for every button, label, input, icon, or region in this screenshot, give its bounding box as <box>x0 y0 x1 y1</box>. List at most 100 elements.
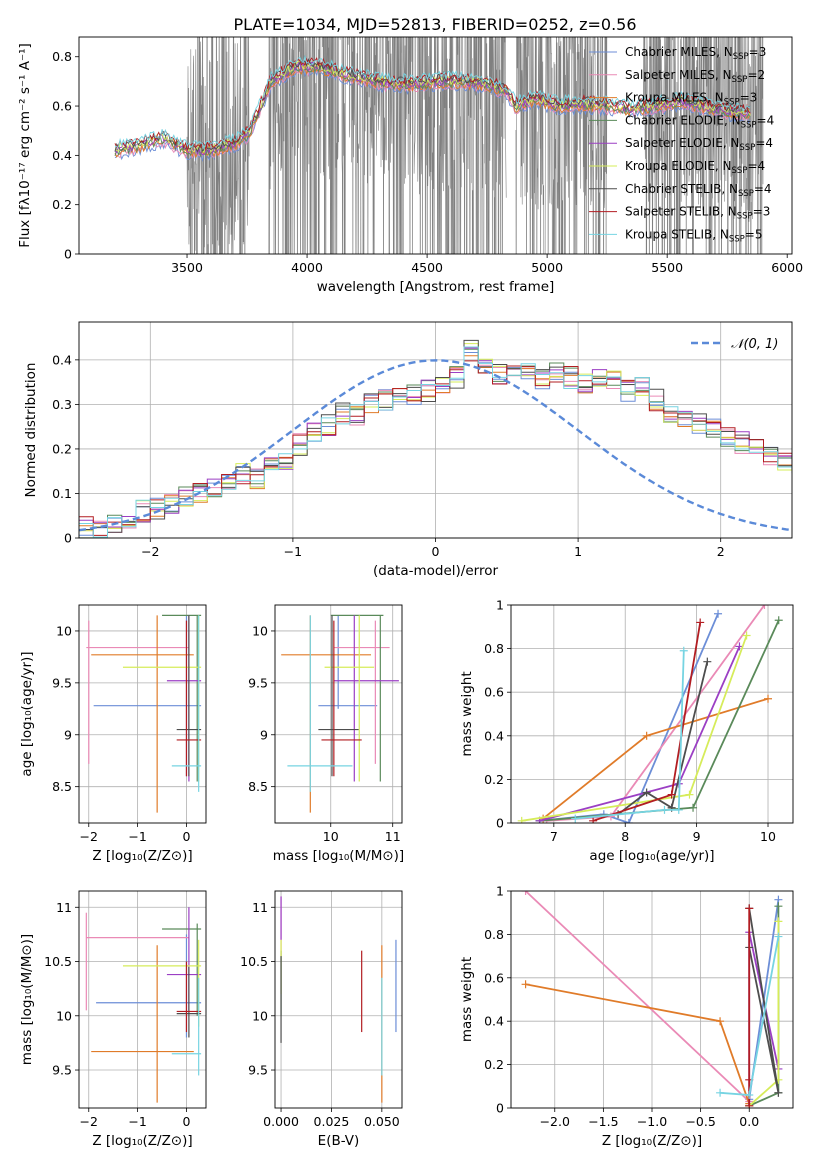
massweight-marker <box>742 631 751 640</box>
massweight-marker <box>774 932 783 941</box>
y-tick-label: 0 <box>496 816 504 831</box>
observed-spectrum <box>186 37 250 254</box>
x-axis-label: wavelength [Angstrom, rest frame] <box>317 279 555 295</box>
massweight-area <box>517 605 783 823</box>
y-tick-label: 9.5 <box>248 1063 268 1078</box>
y-tick-label: 10 <box>252 1008 268 1023</box>
y-tick-label: 9 <box>260 727 268 742</box>
y-tick-label: 9.5 <box>248 675 268 690</box>
legend-entry: Salpeter ELODIE, NSSP=4 <box>625 136 773 153</box>
massweight-marker <box>689 803 698 812</box>
massweight-marker <box>703 657 712 666</box>
massweight-marker <box>716 1088 725 1097</box>
axes-frame <box>274 604 403 824</box>
massweight-marker <box>774 917 783 926</box>
legend-entry: Salpeter STELIB, NSSP=3 <box>625 205 770 222</box>
massweight-marker <box>696 618 705 627</box>
massweight-marker <box>774 1088 783 1097</box>
x-tick-label: 0.050 <box>364 1114 400 1129</box>
legend-entry: 𝒩(0, 1) <box>731 337 778 352</box>
figure-title: PLATE=1034, MJD=52813, FIBERID=0252, z=0… <box>233 15 636 34</box>
y-tick-label: 0.6 <box>52 99 72 114</box>
massweight-marker <box>685 790 694 799</box>
x-tick-label: 10 <box>323 829 339 844</box>
y-tick-label: 1 <box>496 598 504 613</box>
y-axis-label: mass weight <box>459 671 475 756</box>
y-axis-label: mass weight <box>459 957 475 1042</box>
massweight-marker <box>517 816 526 823</box>
age-vs-metallicity-panel: −2 −1 0 8.5 9 9.5 10 Z [log₁₀(Z/Z⊙)] age [log₁₀(… <box>19 604 207 864</box>
axes-frame <box>78 321 793 539</box>
axes-frame <box>78 890 207 1109</box>
legend-entry: Kroupa STELIB, NSSP=5 <box>625 227 763 244</box>
x-tick-label: 4500 <box>411 260 443 275</box>
massweight-line <box>617 661 709 816</box>
y-tick-label: 0.2 <box>484 1057 504 1072</box>
legend-entry: Chabrier STELIB, NSSP=4 <box>625 182 772 199</box>
massweight-marker <box>745 1090 754 1099</box>
x-tick-label: 0 <box>182 1114 190 1129</box>
x-tick-label: 1 <box>574 544 582 559</box>
massweight-line <box>539 646 741 822</box>
x-tick-label: 0.0 <box>739 1114 759 1129</box>
x-axis-label: (data-model)/error <box>373 563 499 579</box>
massweight-marker <box>624 819 633 823</box>
massweight-line <box>575 650 685 820</box>
x-axis-label: age [log₁₀(age/yr)] <box>589 848 714 864</box>
y-tick-label: 8.5 <box>52 779 72 794</box>
y-axis-label: mass [log₁₀(M/M⊙)] <box>19 934 35 1065</box>
massweight-marker <box>764 694 773 703</box>
x-tick-label: −1 <box>284 544 302 559</box>
y-tick-label: 0.2 <box>52 197 72 212</box>
errorbar-area <box>281 614 399 813</box>
y-tick-label: 0.2 <box>52 441 72 456</box>
x-tick-label: −1.0 <box>637 1114 667 1129</box>
x-tick-label: −2.0 <box>540 1114 570 1129</box>
x-tick-label: 10 <box>760 829 776 844</box>
y-tick-label: 9 <box>64 727 72 742</box>
y-tick-label: 0.3 <box>52 397 72 412</box>
massweight-marker <box>642 788 651 797</box>
massweight-vs-metallicity-panel: −2.0 −1.5 −1.0 −0.5 0.0 0 0.2 0.4 0.6 0.8 1 Z [log₁… <box>459 884 794 1149</box>
massweight-marker <box>521 980 530 989</box>
x-tick-label: −2 <box>80 829 98 844</box>
x-tick-label: 6000 <box>771 260 803 275</box>
x-tick-label: −2 <box>80 1114 98 1129</box>
x-tick-label: −1 <box>128 1114 146 1129</box>
residual-histogram <box>79 355 792 538</box>
axes-frame <box>78 36 793 255</box>
x-tick-label: 11 <box>385 829 401 844</box>
y-tick-label: 0.8 <box>484 927 504 942</box>
x-tick-label: 3500 <box>171 260 203 275</box>
mass-vs-metallicity-panel: −2 −1 0 9.5 10 10.5 11 Z [log₁₀(Z/Z⊙)] mass [log… <box>19 890 207 1149</box>
y-tick-label: 11 <box>56 900 72 915</box>
y-tick-label: 0.8 <box>484 641 504 656</box>
residuals-legend: 𝒩(0, 1) <box>691 337 778 352</box>
x-tick-label: −2 <box>141 544 159 559</box>
y-tick-label: 0 <box>496 1101 504 1116</box>
y-tick-label: 0.6 <box>484 685 504 700</box>
spectrum-legend: Chabrier MILES, NSSP=3 Salpeter MILES, NS… <box>589 45 774 244</box>
y-tick-label: 0 <box>64 247 72 262</box>
x-tick-label: 4000 <box>291 260 323 275</box>
x-axis-label: E(B-V) <box>318 1133 360 1149</box>
x-axis-label: Z [log₁₀(Z/Z⊙)] <box>92 1133 192 1149</box>
massweight-vs-age-panel: 7 8 9 10 0 0.2 0.4 0.6 0.8 1 age [log₁₀(age/yr)] ma… <box>459 598 794 864</box>
massweight-line <box>546 605 766 822</box>
x-tick-label: 0 <box>182 829 190 844</box>
x-tick-label: 5000 <box>531 260 563 275</box>
y-tick-label: 0.4 <box>484 728 504 743</box>
legend-entry: Chabrier MILES, NSSP=3 <box>625 45 766 62</box>
massweight-marker <box>642 731 651 740</box>
histogram-area <box>79 339 792 538</box>
errorbar-area <box>280 896 397 1103</box>
y-tick-label: 0.4 <box>52 352 72 367</box>
legend-entry: Kroupa MILES, NSSP=3 <box>625 91 757 108</box>
mass-vs-ebv-panel: 0.000 0.025 0.050 9.5 10 10.5 11 E(B-V) <box>240 890 403 1149</box>
age-vs-mass-panel: 10 11 8.5 9 9.5 10 mass [log₁₀(M/M⊙)] <box>248 604 404 864</box>
y-tick-label: 0.8 <box>52 49 72 64</box>
y-tick-label: 1 <box>496 884 504 899</box>
y-tick-label: 0.2 <box>484 772 504 787</box>
massweight-line <box>524 891 750 1103</box>
massweight-marker <box>774 902 783 911</box>
